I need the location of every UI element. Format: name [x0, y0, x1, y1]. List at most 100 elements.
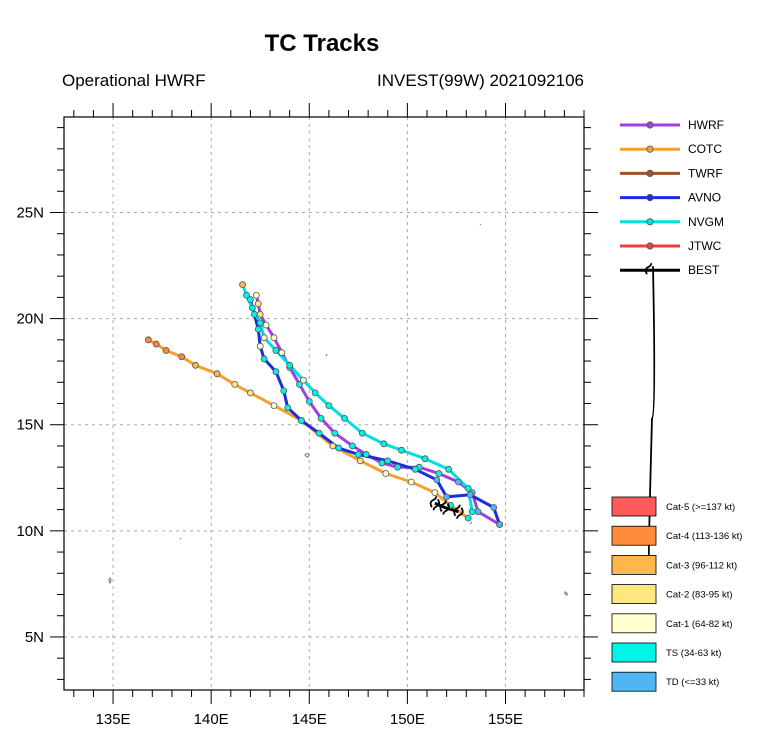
track-point-nvgm [248, 304, 256, 312]
x-tick-label: 140E [194, 711, 229, 728]
intensity-swatch [611, 555, 657, 575]
legend-marker-nvgm [646, 218, 654, 226]
track-point-nvgm [311, 389, 319, 397]
track-point-hwrf [254, 300, 262, 308]
island-outline [179, 537, 182, 540]
legend-entry-best: BEST [620, 262, 720, 568]
track-point-cotc [213, 370, 221, 378]
x-tick-label: 145E [292, 711, 327, 728]
track-point-nvgm [421, 455, 429, 463]
track-point-nvgm [299, 376, 307, 384]
track-point-hwrf [296, 380, 303, 388]
intensity-label: Cat-3 (96-112 kt) [666, 560, 737, 571]
intensity-label: Cat-4 (113-136 kt) [666, 531, 742, 542]
intensity-label: Cat-2 (83-95 kt) [666, 590, 733, 601]
track-point-nvgm [256, 319, 264, 327]
intensity-entry: Cat-4 (113-136 kt) [611, 525, 742, 546]
legend-marker-best [644, 262, 656, 568]
track-point-hwrf [394, 463, 401, 471]
track-point-nvgm [341, 414, 349, 422]
track-point-avno [280, 387, 288, 395]
track-point-avno [496, 521, 504, 528]
y-tick-label: 5N [25, 629, 44, 646]
track-point-best [453, 504, 464, 520]
intensity-swatch [611, 613, 657, 634]
track-point-avno [411, 465, 419, 473]
y-tick-label: 20N [16, 311, 44, 328]
track-point-nvgm [398, 446, 405, 454]
island-outline [564, 591, 568, 596]
intensity-entry: TS (34-63 kt) [611, 642, 721, 663]
track-point-avno [354, 451, 362, 458]
track-point-cotc [407, 478, 415, 486]
track-point-cotc [270, 402, 278, 410]
legend-entry-jtwc: JTWC [620, 239, 722, 253]
legend-label-hwrf: HWRF [688, 118, 724, 132]
track-point-cotc [382, 470, 390, 477]
track-point-hwrf [270, 334, 278, 342]
track-point-cotc [431, 489, 439, 497]
y-tick-label: 25N [16, 205, 44, 222]
land-features [108, 223, 568, 596]
track-point-avno [433, 476, 441, 484]
track-point-cotc [464, 514, 472, 522]
track-point-nvgm [358, 429, 366, 437]
legend-label-cotc: COTC [688, 142, 722, 156]
track-point-nvgm [468, 508, 476, 516]
legend-label-nvgm: NVGM [688, 215, 724, 229]
grid-lines [64, 117, 584, 690]
track-point-avno [443, 493, 451, 501]
track-point-best [429, 495, 441, 511]
plot-frame [50, 103, 598, 704]
intensity-label: TS (34-63 kt) [666, 648, 721, 659]
track-point-hwrf [378, 459, 386, 467]
track-point-avno [272, 368, 280, 376]
track-points [144, 281, 504, 528]
track-point-cotc [192, 361, 199, 369]
track-point-nvgm [445, 465, 453, 473]
track-point-hwrf [474, 508, 482, 516]
intensity-swatch [611, 584, 657, 604]
track-point-hwrf [256, 310, 264, 318]
intensity-swatch [611, 525, 657, 546]
track-point-avno [260, 355, 268, 363]
track-point-hwrf [317, 414, 325, 422]
track-point-cotc [162, 347, 170, 354]
y-tick-label: 15N [16, 417, 44, 434]
model-legend: HWRF COTC TWRF AVNO NVGM JTWC BEST [620, 118, 724, 568]
track-point-cotc [152, 340, 160, 348]
legend-marker-twrf [646, 169, 654, 177]
intensity-entry: Cat-2 (83-95 kt) [611, 584, 733, 604]
track-point-cotc [329, 442, 337, 450]
intensity-label: Cat-5 (>=137 kt) [666, 502, 735, 513]
track-line-hwrf [254, 294, 501, 526]
track-point-cotc [356, 457, 364, 465]
intensity-legend: Cat-5 (>=137 kt) Cat-4 (113-136 kt) Cat-3 … [611, 496, 742, 692]
track-point-nvgm [325, 402, 333, 410]
track-point-avno [315, 429, 323, 437]
intensity-swatch [611, 642, 657, 663]
track-point-nvgm [464, 484, 472, 492]
track-point-hwrf [455, 478, 462, 486]
legend-label-jtwc: JTWC [688, 239, 722, 253]
subtitle-left: Operational HWRF [62, 71, 206, 90]
track-point-hwrf [305, 397, 313, 405]
intensity-label: TD (<=33 kt) [666, 677, 719, 688]
track-point-nvgm [380, 440, 388, 448]
island-outline [325, 353, 328, 357]
subtitle-right: INVEST(99W) 2021092106 [377, 71, 584, 90]
x-tick-label: 135E [96, 711, 131, 728]
track-point-hwrf [331, 429, 339, 437]
island-outline [108, 577, 112, 584]
track-point-avno [247, 296, 254, 303]
y-tick-label: 10N [16, 523, 44, 540]
track-point-avno [254, 325, 262, 333]
legend-label-twrf: TWRF [688, 166, 723, 180]
track-point-nvgm [272, 347, 280, 354]
legend-entry-hwrf: HWRF [620, 118, 724, 132]
intensity-swatch [611, 496, 657, 517]
track-point-best [439, 500, 450, 515]
track-point-avno [466, 491, 474, 499]
legend-entry-nvgm: NVGM [620, 215, 724, 229]
intensity-swatch [611, 671, 657, 692]
